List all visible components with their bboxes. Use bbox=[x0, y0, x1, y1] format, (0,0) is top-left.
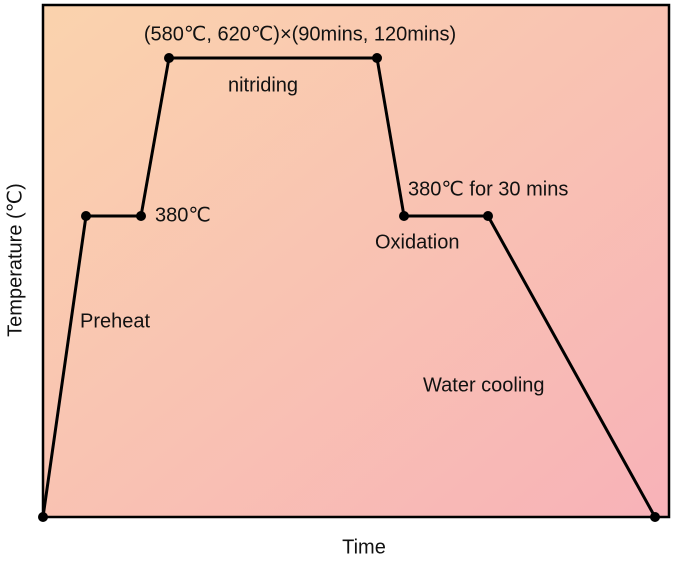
point bbox=[38, 512, 48, 522]
point bbox=[136, 211, 146, 221]
annotation: 380℃ for 30 mins bbox=[408, 178, 568, 200]
y-axis-label: Temperature (℃) bbox=[4, 183, 26, 337]
point bbox=[650, 512, 660, 522]
process-curve bbox=[41, 56, 657, 518]
x-axis-label: Time bbox=[342, 536, 386, 558]
point bbox=[372, 53, 382, 63]
point bbox=[81, 211, 91, 221]
annotation: Water cooling bbox=[423, 374, 545, 396]
annotation: Preheat bbox=[80, 310, 150, 332]
annotation: 380℃ bbox=[155, 204, 211, 226]
annotation: (580℃, 620℃)×(90mins, 120mins) bbox=[144, 23, 456, 45]
annotation: Oxidation bbox=[375, 231, 460, 253]
process-points bbox=[38, 53, 660, 522]
point bbox=[483, 211, 493, 221]
annotation: nitriding bbox=[228, 74, 298, 96]
point bbox=[399, 211, 409, 221]
point bbox=[164, 53, 174, 63]
plot-area bbox=[41, 3, 671, 519]
